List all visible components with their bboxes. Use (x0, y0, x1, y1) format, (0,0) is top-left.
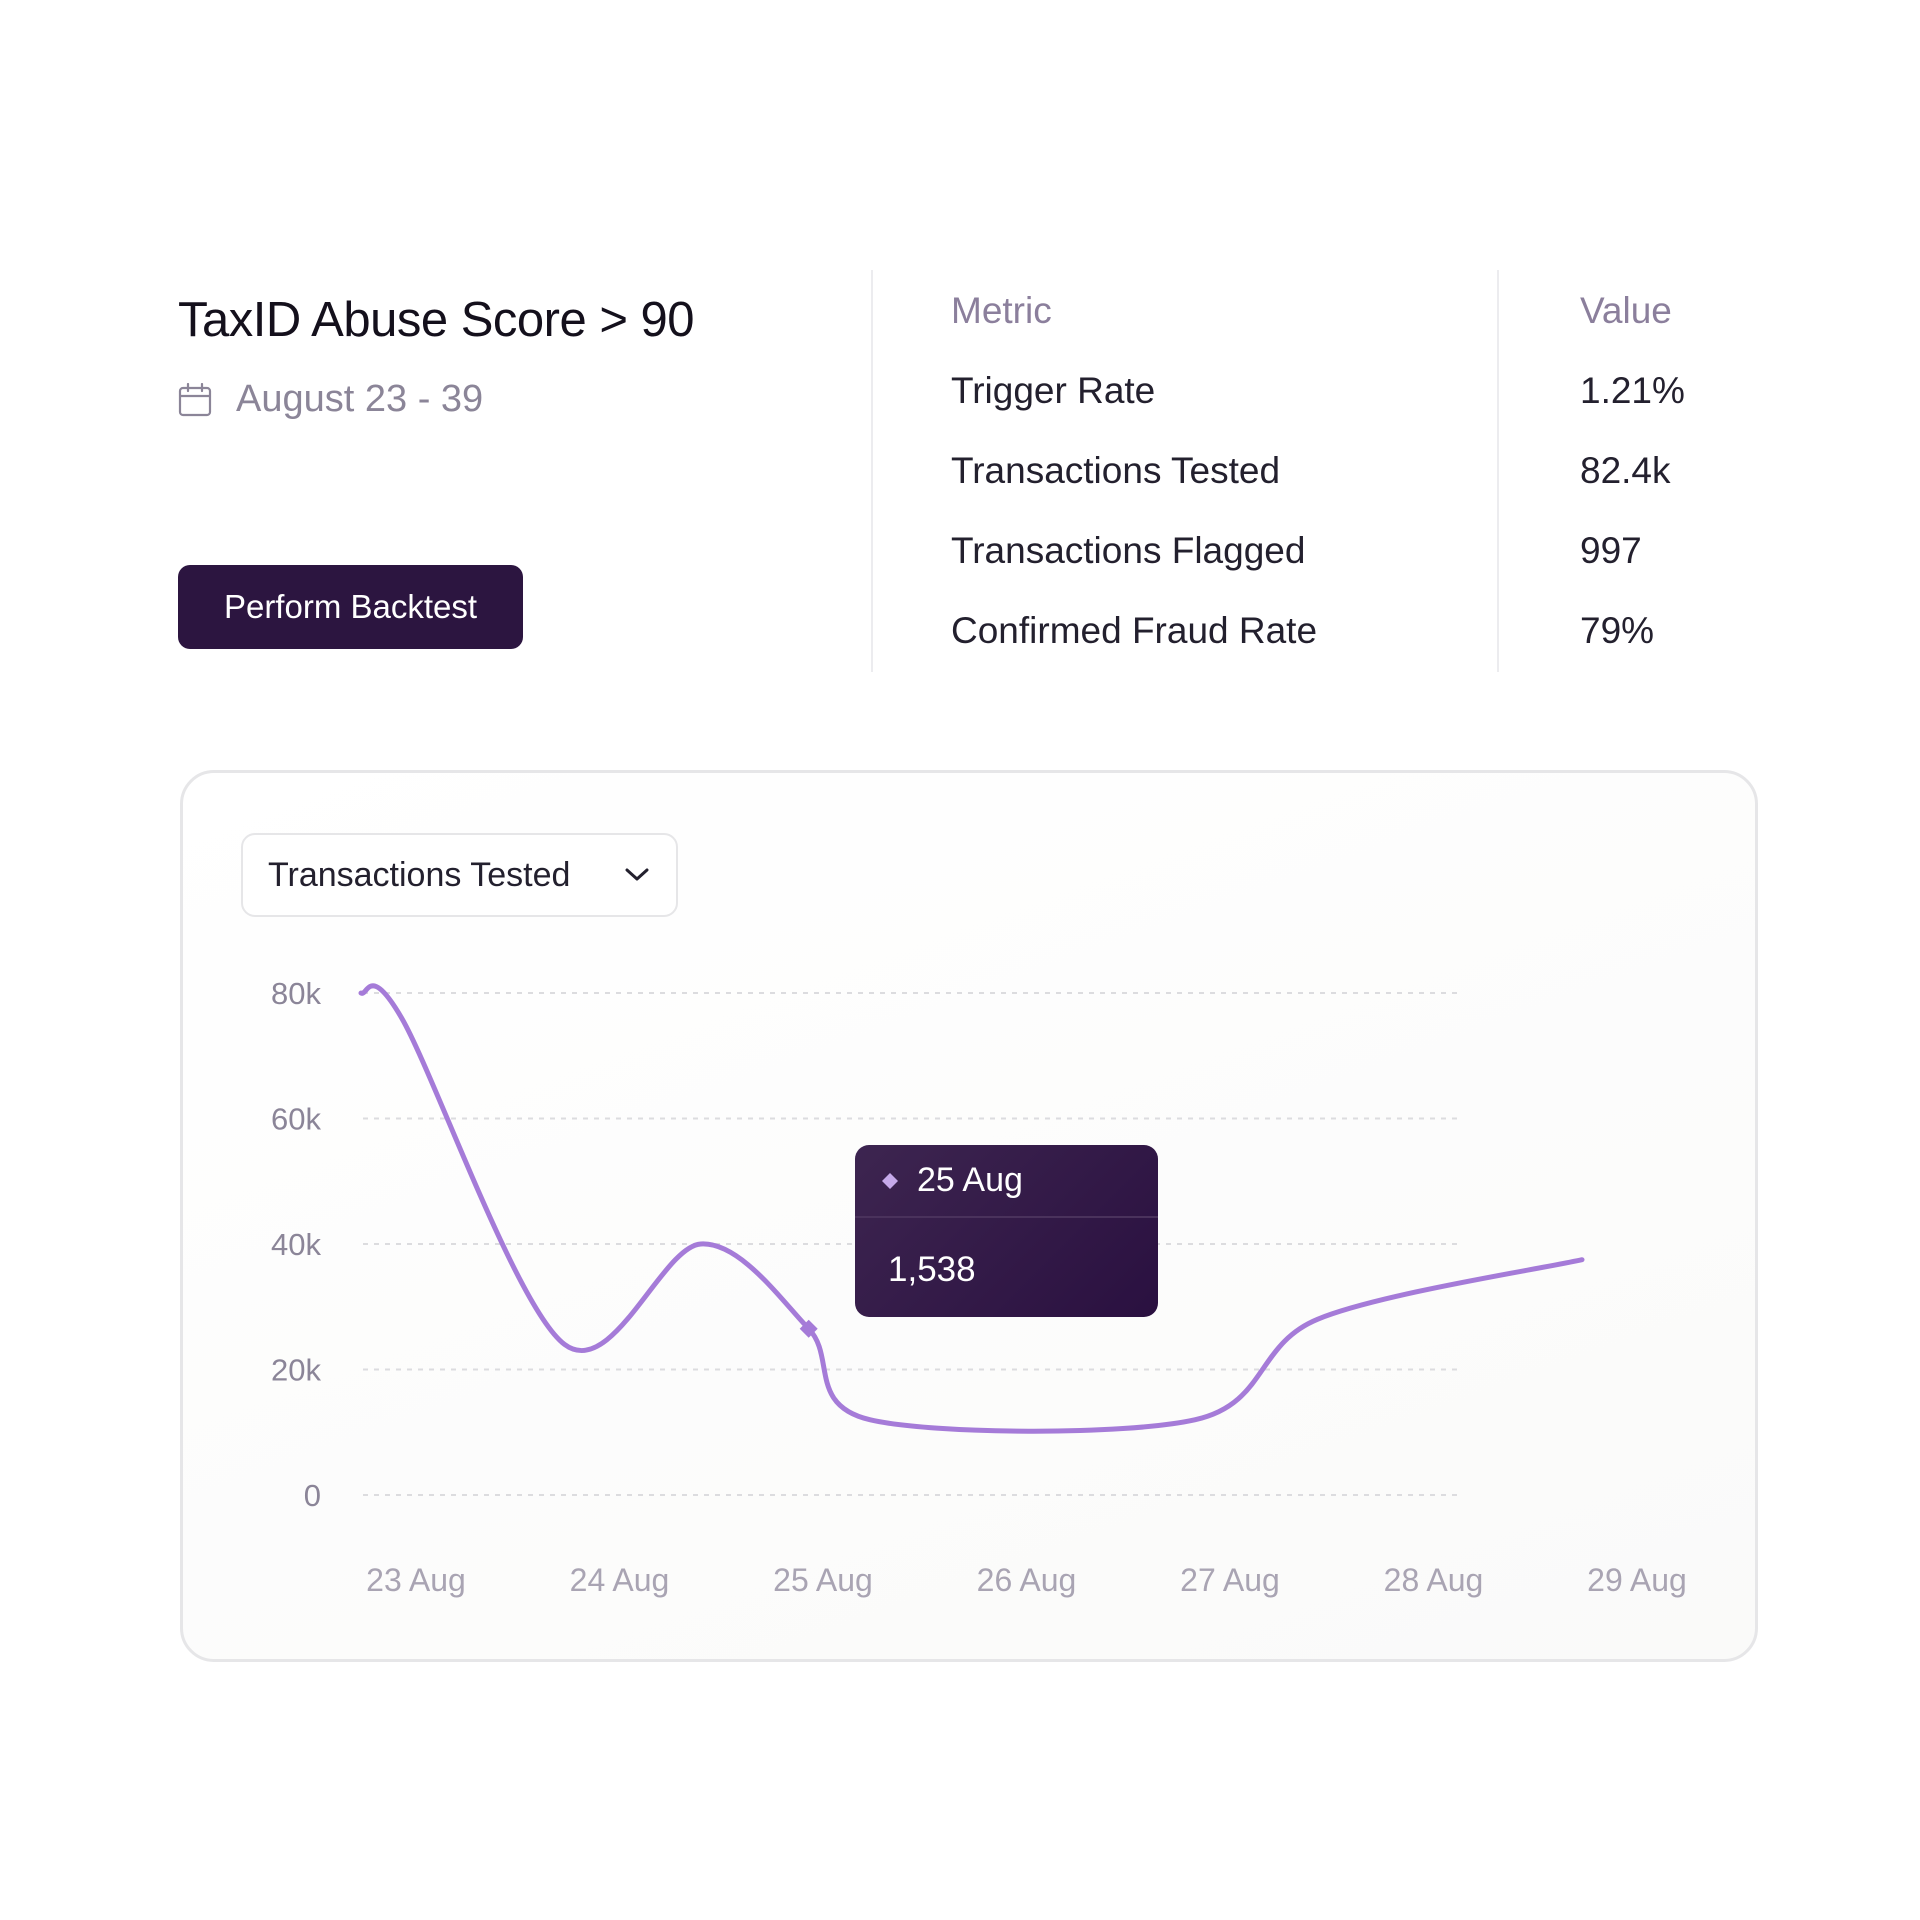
diamond-icon (882, 1172, 898, 1189)
metric-label: Transactions Flagged (951, 530, 1306, 571)
metric-label: Confirmed Fraud Rate (951, 610, 1318, 651)
x-tick-label: 27 Aug (1180, 1562, 1280, 1598)
date-range-text: August 23 - 39 (236, 378, 484, 420)
perform-backtest-button[interactable]: Perform Backtest (178, 565, 523, 649)
metric-dropdown[interactable]: Transactions Tested (241, 833, 678, 917)
date-range: August 23 - 39 (178, 378, 483, 421)
y-tick-label: 60k (271, 1102, 321, 1137)
value-column-header: Value (1580, 290, 1672, 331)
tooltip-header: 25 Aug (855, 1145, 1158, 1218)
tooltip-value: 1,538 (888, 1250, 976, 1289)
x-tick-label: 23 Aug (366, 1562, 466, 1598)
divider (871, 270, 873, 672)
chart-card: Transactions Tested 0 20k 40k 60k 80k 23 Aug… (180, 770, 1758, 1662)
x-tick-label: 25 Aug (773, 1562, 873, 1598)
dropdown-selected-label: Transactions Tested (268, 855, 571, 894)
metric-value: 82.4k (1580, 450, 1671, 491)
x-tick-label: 26 Aug (977, 1562, 1077, 1598)
x-tick-label: 24 Aug (570, 1562, 670, 1598)
line-chart: 0 20k 40k 60k 80k 23 Aug 24 Aug 25 Aug 26 Aug 27… (271, 976, 1687, 1598)
x-tick-label: 29 Aug (1587, 1562, 1687, 1598)
y-tick-label: 20k (271, 1353, 321, 1388)
chevron-down-icon (625, 868, 649, 881)
metric-value: 997 (1580, 530, 1642, 571)
x-tick-label: 28 Aug (1384, 1562, 1484, 1598)
metric-value: 1.21% (1580, 370, 1685, 411)
metric-column-header: Metric (951, 290, 1052, 331)
tooltip-date: 25 Aug (917, 1161, 1023, 1199)
y-tick-label: 40k (271, 1227, 321, 1262)
page-title: TaxID Abuse Score > 90 (178, 293, 695, 347)
y-tick-label: 80k (271, 976, 321, 1011)
chart-tooltip: 25 Aug 1,538 (855, 1145, 1158, 1317)
highlight-point[interactable] (799, 1319, 818, 1338)
series-line (358, 983, 1585, 1434)
metric-label: Trigger Rate (951, 370, 1156, 411)
metric-value: 79% (1580, 610, 1655, 651)
divider (1497, 270, 1499, 672)
y-tick-label: 0 (304, 1478, 321, 1513)
metric-label: Transactions Tested (951, 450, 1281, 491)
calendar-icon (178, 382, 212, 416)
